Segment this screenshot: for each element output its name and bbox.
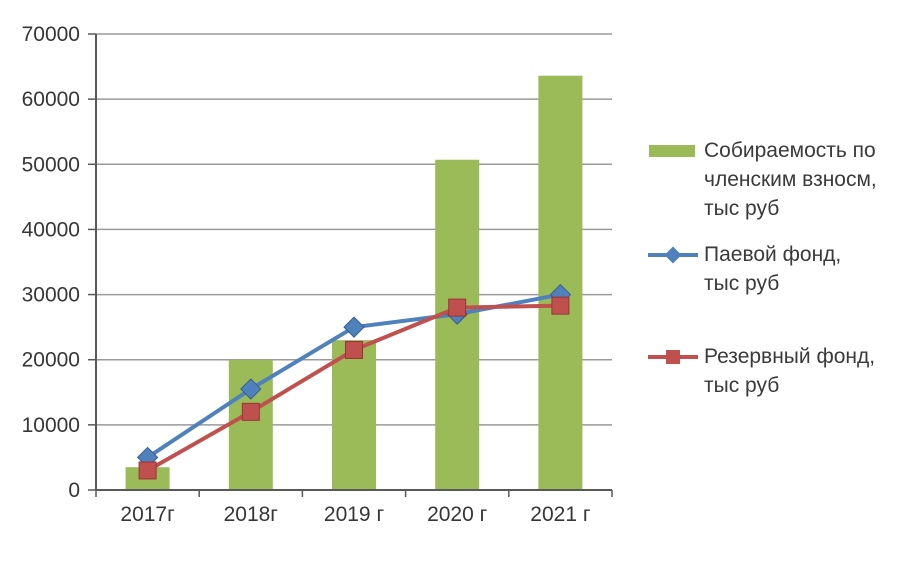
legend-label-line: тыс руб — [704, 374, 780, 397]
legend-label-line: тыс руб — [704, 272, 780, 295]
legend-item-membership-dues[interactable]: Собираемость по членским взносм, тыс руб — [648, 136, 896, 223]
line-square-swatch — [648, 342, 698, 371]
legend-item-share-fund[interactable]: Паевой фонд, тыс руб — [648, 240, 896, 298]
legend-label-line: Паевой фонд, — [704, 243, 842, 266]
legend-label-line: тыс руб — [704, 197, 780, 220]
y-axis-label: 0 — [68, 479, 80, 502]
data-point-diamond — [343, 316, 365, 338]
legend-label-line: членским взносм, — [704, 168, 877, 191]
data-point-square — [345, 340, 363, 359]
y-axis-label: 60000 — [22, 88, 80, 111]
data-point-square — [138, 461, 157, 480]
data-point-square — [448, 298, 467, 317]
data-point-square — [551, 296, 570, 315]
y-axis-label: 50000 — [22, 153, 80, 176]
bar — [332, 340, 376, 490]
legend-label: Собираемость по членским взносм, тыс руб — [704, 136, 877, 223]
bar — [435, 159, 480, 490]
chart-legend: Собираемость по членским взносм, тыс руб… — [648, 136, 896, 400]
line-diamond-swatch — [648, 240, 698, 269]
bar — [538, 75, 583, 490]
diamond-marker-icon — [664, 246, 682, 264]
legend-label-line: Собираемость по — [704, 139, 876, 162]
legend-label: Резервный фонд, тыс руб — [704, 342, 875, 400]
data-point-square — [241, 402, 260, 421]
legend-label-line: Резервный фонд, — [704, 345, 876, 368]
y-axis-label: 30000 — [22, 284, 80, 307]
x-axis-label: 2021 г — [530, 503, 591, 526]
x-axis-label: 2018г — [224, 503, 279, 526]
y-axis-label: 40000 — [22, 218, 80, 241]
square-marker-icon — [666, 350, 680, 364]
green-bar-swatch-icon — [649, 145, 695, 157]
y-axis-label: 20000 — [22, 349, 80, 372]
legend-item-reserve-fund[interactable]: Резервный фонд, тыс руб — [648, 342, 896, 400]
chart-canvas: 0 10000 20000 30000 40000 50000 60000 70000 2017… — [22, 23, 613, 526]
y-axis-label: 10000 — [22, 414, 80, 437]
y-axis-label: 70000 — [22, 23, 80, 46]
legend-label: Паевой фонд, тыс руб — [704, 240, 841, 298]
x-axis-label: 2017г — [120, 503, 175, 526]
x-axis-label: 2020 г — [427, 503, 488, 526]
data-point-diamond — [240, 378, 262, 400]
x-axis-label: 2019 г — [324, 503, 385, 526]
bar-series-swatch — [648, 136, 698, 165]
